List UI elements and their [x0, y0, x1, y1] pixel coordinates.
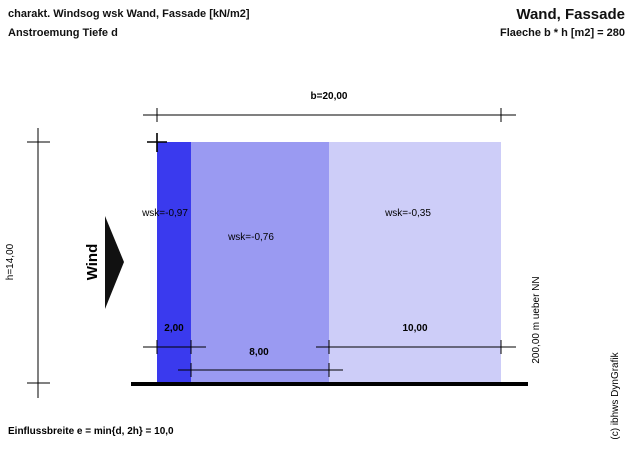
width-dimension — [143, 108, 516, 122]
height-label: h=14,00 — [5, 243, 16, 280]
zone-1-label: wsk=-0,97 — [141, 208, 188, 219]
area-label: Flaeche b * h [m2] = 280 — [499, 27, 625, 39]
origin-cross — [147, 133, 167, 152]
zone-1-rect — [157, 142, 191, 383]
diagram-subtitle: Anstroemung Tiefe d — [8, 27, 118, 39]
wind-arrow-icon — [105, 216, 124, 309]
height-dimension — [27, 128, 50, 398]
zone-2-label: wsk=-0,76 — [227, 232, 274, 243]
zone-2-rect — [191, 142, 329, 383]
wind-label: Wind — [84, 244, 101, 281]
element-title: Wand, Fassade — [516, 6, 625, 23]
zone-2-width-label: 8,00 — [249, 347, 269, 358]
width-label: b=20,00 — [311, 91, 348, 102]
influence-width-label: Einflussbreite e = min{d, 2h} = 10,0 — [8, 426, 174, 437]
diagram-title: charakt. Windsog wsk Wand, Fassade [kN/m… — [8, 8, 250, 20]
copyright-label: (c) ibhws DynGrafik — [610, 351, 621, 439]
zone-3-label: wsk=-0,35 — [384, 208, 431, 219]
elevation-label: 200,00 m ueber NN — [531, 276, 542, 363]
zone-3-width-label: 10,00 — [402, 323, 427, 334]
zone-1-width-label: 2,00 — [164, 323, 184, 334]
zone-3-rect — [329, 142, 501, 383]
zone-dimensions — [143, 340, 516, 377]
